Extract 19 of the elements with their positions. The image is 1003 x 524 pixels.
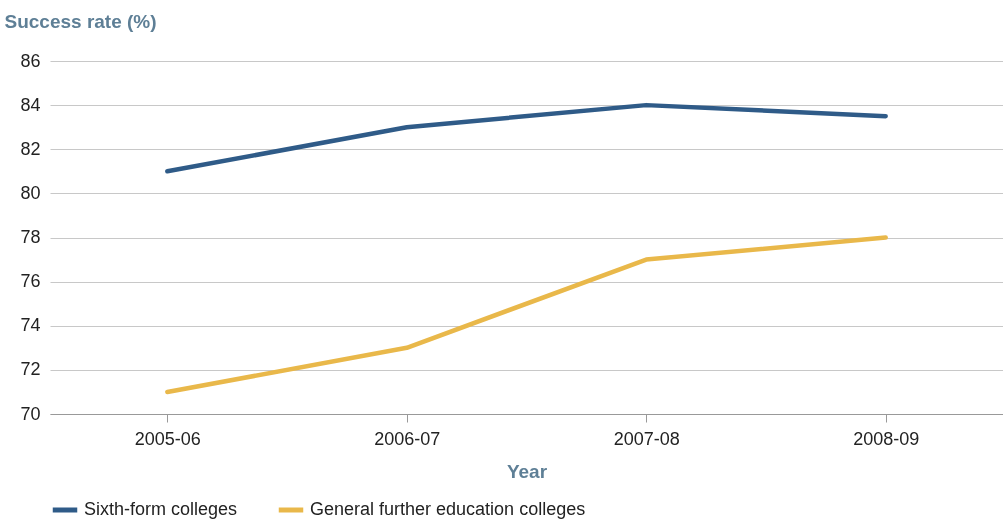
- x-axis-title: Year: [506, 460, 548, 482]
- x-tick-label: 2008-09: [853, 428, 920, 449]
- x-tick-label: 2006-07: [374, 428, 441, 449]
- y-axis-title: Success rate (%): [4, 10, 157, 32]
- y-tick-label: 76: [20, 271, 41, 292]
- y-tick-label: 78: [20, 227, 41, 247]
- y-tick-label: 70: [20, 403, 41, 424]
- y-tick-label: 80: [20, 182, 41, 203]
- line-series: [165, 102, 888, 174]
- y-tick-label: 74: [20, 315, 41, 336]
- legend-label: General further education colleges: [310, 499, 586, 519]
- y-tick-label: 72: [20, 359, 41, 380]
- y-tick-label: 86: [20, 50, 41, 71]
- y-tick-label: 82: [20, 138, 41, 159]
- line-series: [165, 235, 888, 395]
- y-tick-label: 84: [20, 94, 41, 115]
- x-tick-label: 2005-06: [134, 428, 201, 449]
- x-tick-label: 2007-08: [613, 428, 680, 449]
- legend-label: Sixth-form colleges: [84, 499, 238, 519]
